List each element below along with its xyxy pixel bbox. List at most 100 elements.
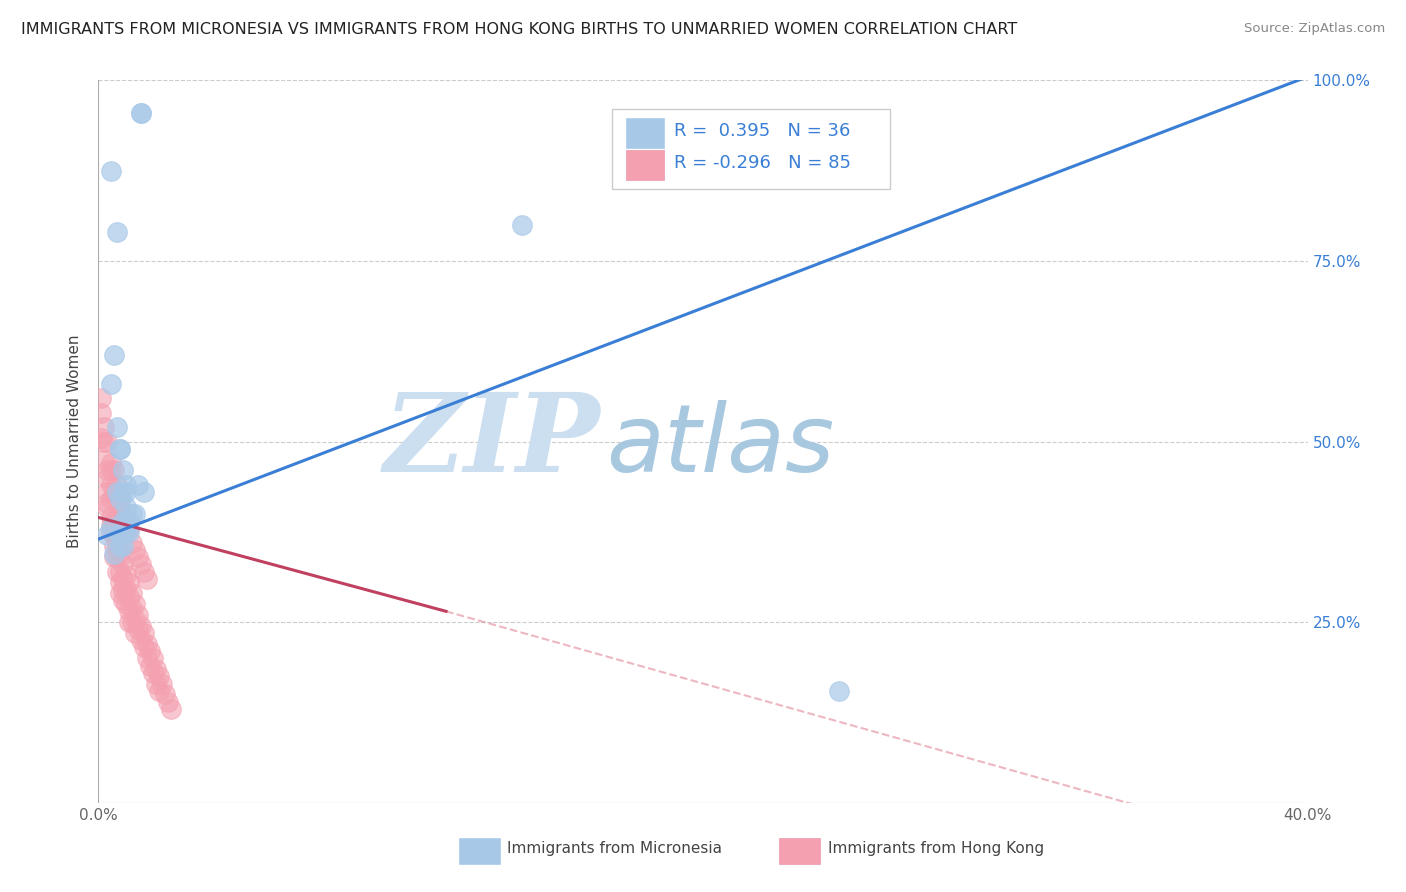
Point [129,633,152,648]
Point [111,507,134,521]
Point [127,607,149,622]
Point [124,611,146,625]
Text: Immigrants from Hong Kong: Immigrants from Hong Kong [828,841,1043,855]
Point [129,105,152,120]
Point [111,572,134,586]
Point [114,485,136,500]
Point [111,514,134,528]
Point [135,651,157,665]
Point [90,406,112,420]
Point [100,510,122,524]
Point [121,507,143,521]
Point [105,539,128,553]
Point [108,550,131,565]
Point [124,626,146,640]
Point [111,593,134,607]
Point [96,463,118,477]
Point [103,485,125,500]
Point [510,218,533,232]
Point [100,478,122,492]
Point [90,391,112,405]
FancyBboxPatch shape [458,838,501,864]
Point [139,658,162,673]
Point [114,521,136,535]
Text: ZIP: ZIP [384,388,600,495]
Point [132,485,155,500]
Point [96,500,118,514]
Point [105,225,128,239]
Point [105,478,128,492]
Point [111,521,134,535]
Point [111,463,134,477]
Point [108,528,131,542]
Point [103,547,125,561]
Point [100,521,122,535]
Point [124,597,146,611]
Point [160,702,183,716]
Point [108,565,131,579]
Point [114,597,136,611]
Point [100,163,122,178]
Point [124,507,146,521]
Point [145,662,167,676]
Text: IMMIGRANTS FROM MICRONESIA VS IMMIGRANTS FROM HONG KONG BIRTHS TO UNMARRIED WOME: IMMIGRANTS FROM MICRONESIA VS IMMIGRANTS… [21,22,1018,37]
Point [148,669,170,683]
Point [103,463,125,477]
Point [111,524,134,539]
Point [118,521,141,535]
Point [100,517,122,532]
Point [118,604,141,618]
Text: Source: ZipAtlas.com: Source: ZipAtlas.com [1244,22,1385,36]
Point [142,651,165,665]
Point [145,676,167,690]
Point [139,644,162,658]
Point [108,492,131,507]
Point [108,442,131,456]
Point [114,582,136,597]
Point [96,485,118,500]
Point [114,524,136,539]
FancyBboxPatch shape [626,118,664,148]
Point [114,514,136,528]
Point [103,528,125,542]
Point [127,550,149,565]
Point [103,514,125,528]
Point [114,568,136,582]
Point [100,524,122,539]
Text: Immigrants from Micronesia: Immigrants from Micronesia [508,841,723,855]
Point [105,565,128,579]
Point [103,550,125,565]
Point [121,586,143,600]
Point [108,586,131,600]
Point [132,640,155,655]
Point [111,539,134,553]
FancyBboxPatch shape [613,109,890,189]
Point [121,615,143,630]
Point [105,492,128,507]
Point [103,539,125,553]
Point [150,676,173,690]
FancyBboxPatch shape [779,838,820,864]
Point [105,550,128,565]
Point [118,575,141,590]
Point [111,485,134,500]
Point [127,623,149,637]
Point [124,542,146,557]
Text: atlas: atlas [606,400,835,491]
Y-axis label: Births to Unmarried Women: Births to Unmarried Women [67,334,83,549]
Point [105,485,128,500]
Point [108,539,131,553]
Point [93,420,115,434]
Point [96,496,118,510]
Point [153,687,176,701]
Point [105,420,128,434]
Point [108,500,131,514]
Point [96,434,118,449]
FancyBboxPatch shape [626,150,664,180]
Point [135,572,157,586]
Point [121,600,143,615]
Point [103,348,125,362]
Point [148,683,170,698]
Point [121,535,143,549]
Point [108,575,131,590]
